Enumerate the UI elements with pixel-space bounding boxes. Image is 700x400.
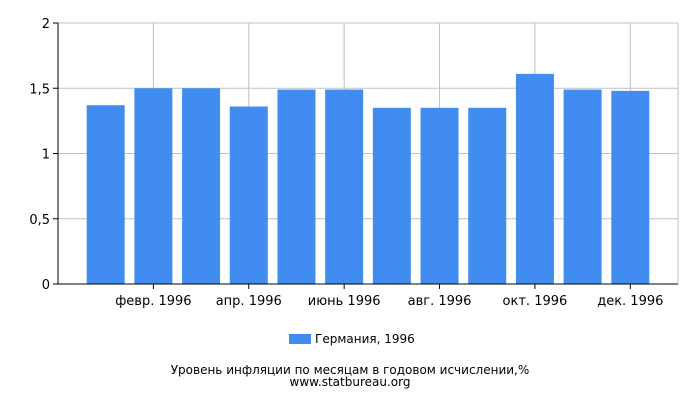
bar: [515, 73, 554, 285]
bar-series: [86, 73, 650, 285]
bar: [611, 90, 650, 284]
y-tick-label: 2: [42, 17, 50, 32]
axes: [53, 22, 678, 289]
x-tick-label: окт. 1996: [503, 294, 568, 309]
legend-label: Германия, 1996: [315, 332, 415, 346]
y-tick-labels: 0 0,5 1 1,5 2: [29, 17, 50, 293]
bar-chart: 0 0,5 1 1,5 2 февр. 1996 апр. 1996 июнь 1996 ав…: [29, 17, 679, 309]
x-tick-label: авг. 1996: [408, 294, 472, 309]
legend-swatch: [289, 334, 311, 344]
bar: [182, 88, 221, 284]
bar: [277, 89, 316, 285]
bar: [229, 106, 268, 285]
source-url: www.statbureau.org: [289, 375, 411, 389]
bar: [372, 107, 411, 284]
x-tick-label: дек. 1996: [597, 294, 663, 309]
x-tick-labels: февр. 1996 апр. 1996 июнь 1996 авг. 1996 окт…: [115, 294, 663, 309]
bar: [325, 89, 364, 285]
bar: [468, 107, 507, 284]
chart-caption: Уровень инфляции по месяцам в годовом ис…: [170, 363, 530, 377]
bar: [86, 105, 125, 284]
x-tick-label: февр. 1996: [115, 294, 191, 309]
y-tick-label: 0,5: [29, 213, 50, 228]
y-tick-label: 1: [42, 148, 50, 163]
bar: [420, 107, 459, 284]
y-tick-label: 0: [42, 278, 50, 293]
x-tick-label: июнь 1996: [308, 294, 381, 309]
y-tick-label: 1,5: [29, 82, 50, 97]
bar: [134, 88, 173, 284]
x-tick-label: апр. 1996: [216, 294, 282, 309]
legend: Германия, 1996: [289, 332, 415, 346]
bar: [563, 89, 602, 285]
